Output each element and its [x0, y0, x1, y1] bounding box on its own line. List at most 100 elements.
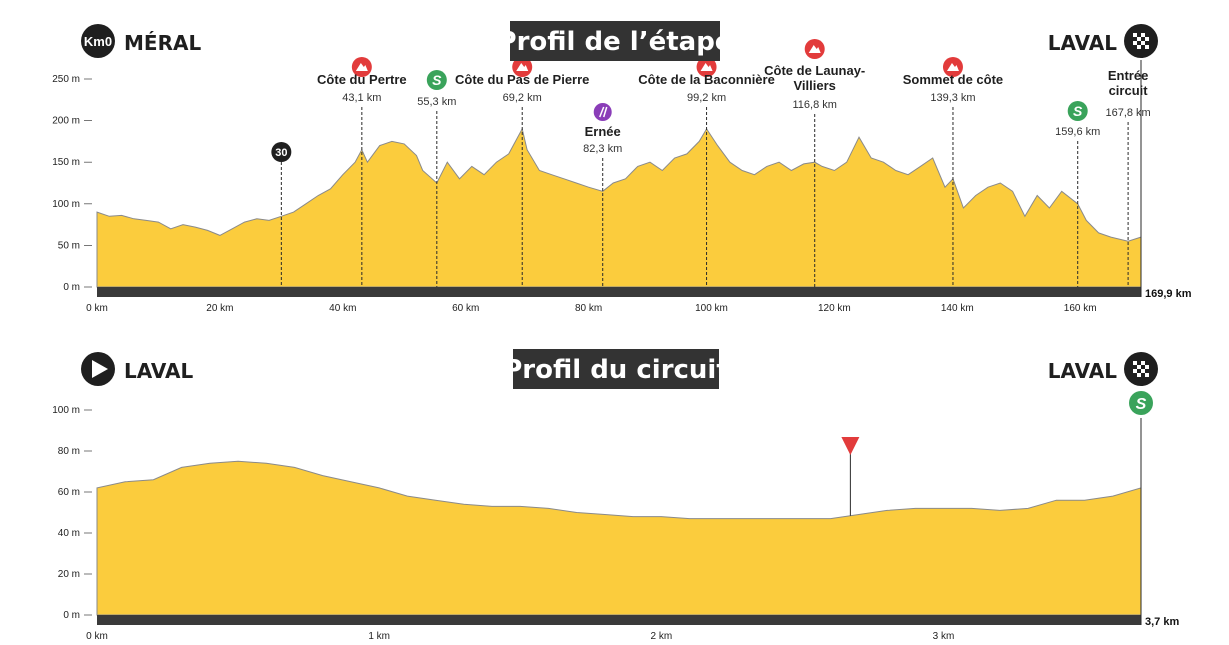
marker-km-badge: 30 [271, 142, 292, 287]
y-tick-label: 200 m [52, 116, 80, 127]
marker-triangle [841, 437, 860, 516]
marker-name: Côte de Launay- [764, 63, 865, 78]
marker-km-label: 159,6 km [1055, 126, 1100, 138]
marker-climb: Côte du Pertre 43,1 km [317, 57, 407, 287]
y-tick-label: 100 m [52, 199, 80, 210]
circuit-baseline-bar [97, 615, 1141, 625]
stage-baseline-bar [97, 287, 1141, 297]
circuit-profile-chart: 0 m 20 m 40 m 60 m 80 m 100 m 0 km 1 km 2 km 3 k… [52, 349, 1179, 642]
mountain-glyph [700, 63, 713, 71]
marker-climb: Côte de Launay-Villiers 116,8 km [764, 39, 865, 287]
mountain-glyph [946, 63, 959, 71]
marker-km-label: 55,3 km [417, 96, 456, 108]
flag-square [1141, 33, 1145, 37]
x-tick-label: 80 km [575, 303, 602, 314]
flag-square [1133, 41, 1137, 45]
flag-square [1137, 365, 1141, 369]
feed-glyph [599, 106, 605, 118]
marker-km-label: 167,8 km [1105, 107, 1150, 119]
marker-name: Entrée [1108, 68, 1148, 83]
y-tick-label: 40 m [58, 528, 80, 539]
flag-square [1133, 369, 1137, 373]
sprint-disc [1129, 391, 1153, 415]
km0-badge-icon [81, 24, 115, 58]
x-tick-label: 140 km [941, 303, 974, 314]
stage-elevation-area [96, 127, 1142, 288]
stage-title-box [510, 21, 720, 61]
marker-climb: Côte du Pas de Pierre 69,2 km [455, 57, 589, 287]
circuit-title: Profil du circuit [503, 355, 729, 385]
flag-square [1133, 33, 1137, 37]
km-30-badge-icon [271, 142, 292, 162]
x-tick-label: 40 km [329, 303, 356, 314]
y-tick-label: 80 m [58, 446, 80, 457]
y-tick-label: 20 m [58, 569, 80, 580]
marker-name: Côte du Pas de Pierre [455, 72, 589, 87]
marker-km-label: 69,2 km [503, 92, 542, 104]
flag-square [1137, 45, 1141, 49]
flag-square [1141, 41, 1145, 45]
marker-km-label: 116,8 km [792, 99, 836, 111]
stage-y-axis: 0 m 50 m 100 m 150 m 200 m 250 m [52, 74, 92, 293]
marker-km-label: 82,3 km [583, 143, 622, 155]
flag-square [1145, 37, 1149, 41]
circuit-finish-town: LAVAL [1048, 359, 1117, 383]
km0-badge-text: Km0 [84, 34, 112, 49]
y-tick-label: 150 m [52, 157, 80, 168]
feed-glyph [602, 106, 608, 118]
flag-square [1141, 361, 1145, 365]
y-tick-label: 60 m [58, 487, 80, 498]
marker-climb: Sommet de côte 139,3 km [903, 57, 1003, 287]
sprint-icon [1067, 101, 1088, 121]
circuit-start-town: LAVAL [124, 359, 193, 383]
mountain-glyph [516, 63, 529, 71]
stage-start-town: MÉRAL [124, 31, 201, 55]
y-tick-label: 250 m [52, 74, 80, 85]
red-kite-icon [841, 437, 860, 455]
chequered-flag-icon [1124, 352, 1158, 386]
x-tick-label: 0 km [86, 303, 108, 314]
marker-sprint: S 55,3 km [417, 70, 456, 287]
marker-feed: Ernée 82,3 km [583, 103, 622, 287]
sprint-icon [426, 70, 447, 90]
marker-name: Ernée [585, 124, 621, 139]
flag-square [1137, 37, 1141, 41]
circuit-x-axis: 0 km 1 km 2 km 3 km [86, 631, 954, 642]
flag-square [1145, 365, 1149, 369]
marker-sprint: S 159,6 km [1055, 101, 1100, 287]
circuit-elevation-area [96, 460, 1142, 616]
marker-km-label: 139,3 km [930, 92, 975, 104]
stage-profile-chart: 0 m 50 m 100 m 150 m 200 m 250 m 0 km 20 km 40 … [52, 21, 1192, 314]
x-tick-label: 60 km [452, 303, 479, 314]
x-tick-label: 160 km [1064, 303, 1097, 314]
sprint-glyph: S [1136, 396, 1147, 413]
y-tick-label: 100 m [52, 405, 80, 416]
marker-km-label: 43,1 km [342, 92, 381, 104]
sprint-glyph: S [1073, 103, 1083, 119]
km-badge-text: 30 [275, 147, 287, 159]
marker-name: circuit [1109, 83, 1149, 98]
circuit-markers [841, 437, 860, 516]
x-tick-label: 0 km [86, 631, 108, 642]
circuit-title-box [513, 349, 719, 389]
flag-square [1145, 373, 1149, 377]
x-tick-label: 1 km [368, 631, 390, 642]
flag-square [1133, 361, 1137, 365]
marker-name: Villiers [794, 78, 836, 93]
sprint-icon: S [1129, 391, 1153, 415]
x-tick-label: 20 km [206, 303, 233, 314]
chequered-flag-icon [1124, 24, 1158, 58]
mountain-glyph [808, 45, 821, 53]
circuit-end-distance: 3,7 km [1145, 616, 1179, 628]
stage-title: Profil de l’étape [498, 27, 733, 57]
y-tick-label: 0 m [63, 282, 80, 293]
marker-climb: Côte de la Baconnière 99,2 km [638, 57, 775, 287]
start-arrow-icon [81, 352, 115, 386]
flag-square [1141, 369, 1145, 373]
stage-finish-town: LAVAL [1048, 31, 1117, 55]
x-tick-label: 3 km [933, 631, 955, 642]
marker-km-label: 99,2 km [687, 92, 726, 104]
